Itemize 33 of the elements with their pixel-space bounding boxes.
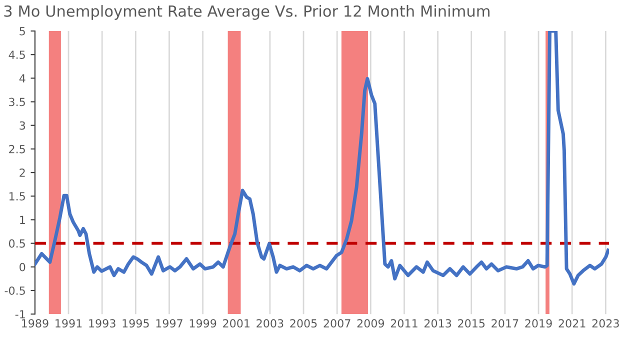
x-tick-label: 1991 bbox=[56, 319, 82, 328]
x-tick-label: 2021 bbox=[558, 319, 586, 328]
x-tick-label: 1997 bbox=[156, 319, 182, 328]
y-tick-label: 0.5 bbox=[8, 239, 25, 248]
line-series bbox=[34, 31, 610, 286]
chart-title: 3 Mo Unemployment Rate Average Vs. Prior 12 Month Minimum bbox=[4, 5, 490, 20]
x-tick-label: 2007 bbox=[324, 319, 350, 328]
x-tick-label: 2003 bbox=[256, 319, 284, 328]
y-tick-label: -1 bbox=[15, 310, 25, 318]
y-tick-label: 2.5 bbox=[9, 144, 25, 154]
x-tick-label: 1993 bbox=[89, 319, 116, 328]
y-tick-label: 1 bbox=[20, 216, 25, 224]
x-tick-label: 2001 bbox=[223, 319, 250, 328]
x-tick-label: 1999 bbox=[190, 319, 216, 328]
y-tick-label: 5 bbox=[20, 27, 25, 36]
y-tick-label: 0 bbox=[20, 262, 26, 272]
y-tick-label: 4 bbox=[19, 74, 26, 82]
y-tick-label: 2 bbox=[20, 168, 25, 177]
y-tick-label: -0.5 bbox=[4, 286, 25, 295]
x-tick-label: 2019 bbox=[525, 319, 552, 328]
y-tick-label: 3 bbox=[20, 121, 26, 130]
x-tick-label: 2011 bbox=[390, 319, 418, 328]
x-tick-label: 2013 bbox=[424, 319, 452, 328]
x-tick-label: 2023 bbox=[592, 319, 619, 328]
y-tick-label: 4.5 bbox=[8, 50, 25, 59]
x-tick-label: 2005 bbox=[290, 319, 317, 328]
y-tick-label: 1.5 bbox=[9, 192, 25, 201]
x-tick-label: 1989 bbox=[22, 319, 48, 328]
y-tick-label: 3.5 bbox=[9, 98, 25, 106]
x-tick-label: 2015 bbox=[458, 319, 485, 328]
x-tick-label: 1995 bbox=[122, 319, 149, 328]
x-tick-label: 2017 bbox=[492, 319, 518, 328]
x-tick-label: 2009 bbox=[357, 319, 384, 328]
